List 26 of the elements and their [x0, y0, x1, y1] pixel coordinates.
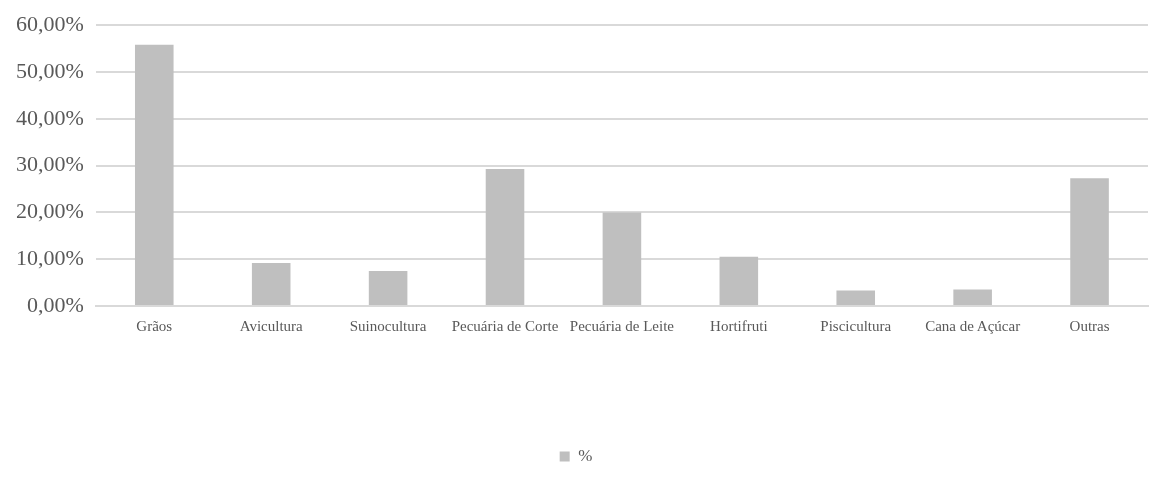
bar	[368, 270, 408, 305]
y-tick-label: 0,00%	[27, 291, 84, 317]
bar	[485, 168, 525, 305]
y-tick-label: 30,00%	[16, 151, 84, 177]
x-tick-label: Pecuária de Leite	[569, 317, 675, 334]
y-tick-label: 10,00%	[16, 244, 84, 270]
bar	[719, 256, 759, 305]
y-tick-label: 50,00%	[16, 57, 84, 83]
bar	[836, 290, 876, 305]
y-tick-label: 40,00%	[16, 104, 84, 130]
bar	[134, 44, 174, 305]
x-tick-label: Grãos	[136, 317, 173, 334]
x-tick-label: Hortifruti	[710, 317, 768, 334]
x-tick-label: Pecuária de Corte	[451, 317, 559, 334]
bar	[251, 262, 291, 305]
x-tick-label: Avicultura	[239, 317, 304, 334]
x-tick-label: Cana de Açúcar	[925, 317, 1021, 334]
x-tick-label: Outras	[1069, 317, 1110, 334]
bar	[953, 289, 992, 305]
legend-label: %	[578, 445, 593, 465]
x-tick-label: Suinocultura	[349, 317, 427, 334]
bar	[1070, 178, 1109, 305]
y-tick-label: 60,00%	[16, 10, 84, 36]
x-tick-label: Piscicultura	[820, 317, 892, 334]
y-tick-label: 20,00%	[16, 198, 84, 224]
bar	[602, 212, 642, 305]
